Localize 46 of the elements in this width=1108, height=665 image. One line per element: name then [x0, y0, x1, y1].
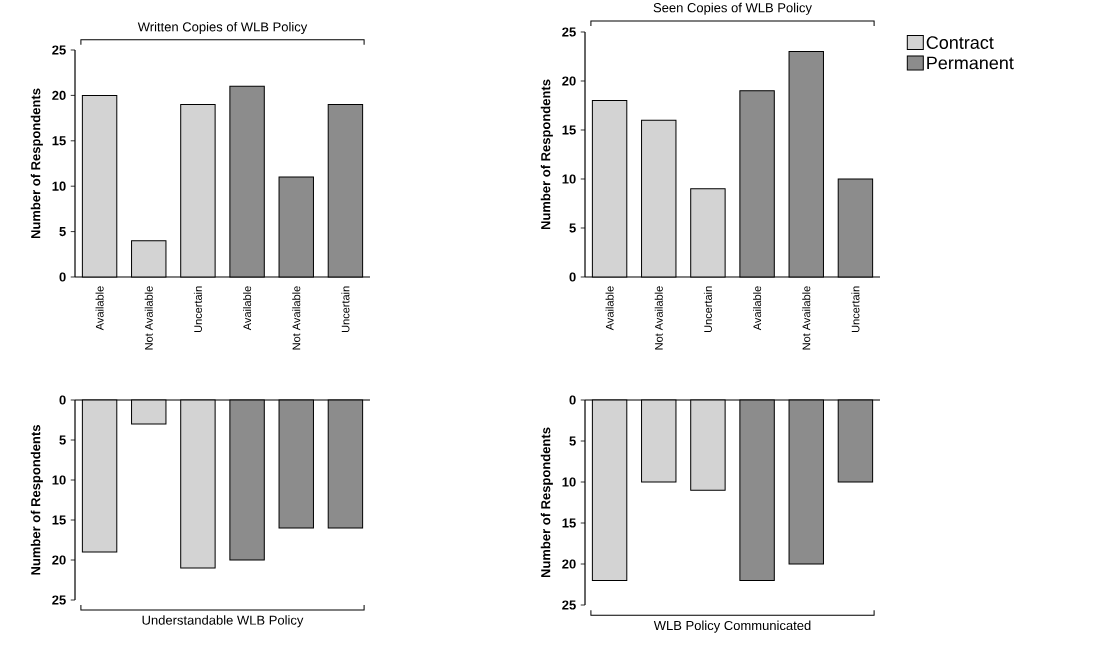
y-tick-label: 10	[562, 174, 576, 184]
y-tick-label: 5	[569, 436, 576, 446]
y-tick-label: 20	[52, 555, 66, 565]
y-axis-title: Number of Respondents	[540, 427, 553, 578]
y-tick-label: 15	[562, 125, 576, 135]
y-tick-label: 25	[562, 600, 576, 610]
legend-label: Permanent	[927, 56, 1014, 70]
y-tick-label: 25	[52, 595, 66, 605]
y-tick-label: 5	[569, 223, 576, 233]
x-tick-label: Available	[605, 286, 614, 331]
y-tick-label: 0	[59, 272, 66, 282]
x-tick-label: Not Available	[144, 286, 153, 350]
y-tick-label: 20	[562, 559, 576, 569]
y-tick-label: 15	[52, 515, 66, 525]
x-tick-label: Not Available	[802, 286, 811, 350]
x-tick-label: Uncertain	[341, 286, 350, 333]
x-tick-label: Uncertain	[703, 286, 712, 333]
chart-title: Written Copies of WLB Policy	[137, 21, 308, 35]
y-tick-label: 10	[52, 475, 66, 485]
y-tick-label: 20	[52, 90, 66, 100]
text: Understandable WLB Policy	[142, 615, 304, 628]
y-axis-title: Number of Respondents	[30, 88, 43, 239]
x-tick-label: Available	[753, 286, 762, 331]
y-tick-label: 15	[52, 136, 66, 146]
x-tick-label: Uncertain	[193, 286, 202, 333]
y-tick-label: 0	[569, 395, 576, 405]
y-tick-label: 10	[52, 181, 66, 191]
y-axis-title: Number of Respondents	[540, 79, 553, 230]
y-tick-label: 25	[52, 45, 66, 55]
x-tick-label: Not Available	[654, 286, 663, 350]
y-tick-label: 0	[569, 272, 576, 282]
y-tick-label: 15	[562, 518, 576, 528]
legend-label: Contract	[926, 36, 994, 49]
y-tick-label: 5	[59, 227, 66, 237]
chart-title: Seen Copies of WLB Policy	[653, 2, 812, 15]
y-axis-title: Number of Respondents	[30, 425, 43, 575]
text: WLB Policy Communicated	[653, 620, 811, 633]
y-tick-label: 10	[562, 477, 576, 487]
x-tick-label: Available	[243, 286, 252, 331]
y-tick-label: 5	[59, 435, 66, 445]
x-tick-label: Not Available	[292, 286, 301, 350]
y-tick-label: 25	[562, 27, 576, 37]
y-tick-label: 0	[59, 395, 66, 405]
x-tick-label: Uncertain	[851, 286, 860, 333]
y-tick-label: 20	[562, 76, 576, 86]
x-tick-label: Available	[95, 286, 104, 331]
